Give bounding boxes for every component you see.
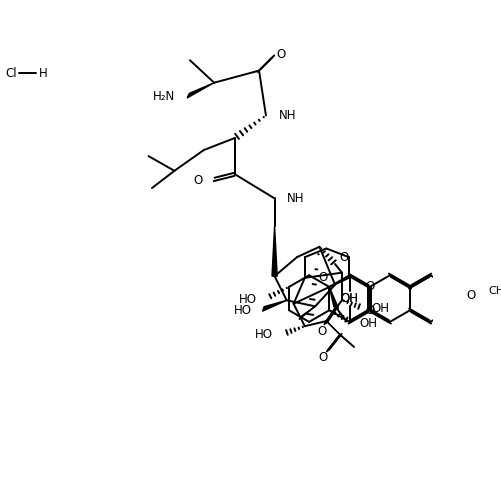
Text: O: O (317, 326, 326, 338)
Text: OH: OH (340, 292, 358, 305)
Text: NH: NH (279, 109, 296, 122)
Text: O: O (339, 250, 348, 264)
Polygon shape (329, 287, 338, 308)
Text: HO: HO (233, 304, 252, 317)
Text: OH: OH (359, 317, 377, 330)
Text: O: O (193, 174, 202, 187)
Text: O: O (465, 289, 475, 302)
Polygon shape (299, 306, 315, 319)
Polygon shape (262, 300, 286, 311)
Polygon shape (272, 226, 277, 276)
Text: HO: HO (255, 328, 273, 341)
Text: O: O (364, 281, 374, 293)
Text: O: O (318, 271, 327, 284)
Text: CH₃: CH₃ (487, 286, 501, 296)
Text: H: H (39, 67, 48, 80)
Text: O: O (277, 48, 286, 61)
Polygon shape (326, 321, 341, 337)
Text: O: O (364, 304, 374, 317)
Polygon shape (187, 83, 214, 98)
Text: OH: OH (340, 292, 358, 305)
Text: H₂N: H₂N (153, 90, 175, 103)
Text: HO: HO (238, 293, 257, 305)
Text: O: O (318, 351, 327, 364)
Text: OH: OH (371, 303, 388, 315)
Text: NH: NH (286, 192, 304, 205)
Text: Cl: Cl (6, 67, 17, 80)
